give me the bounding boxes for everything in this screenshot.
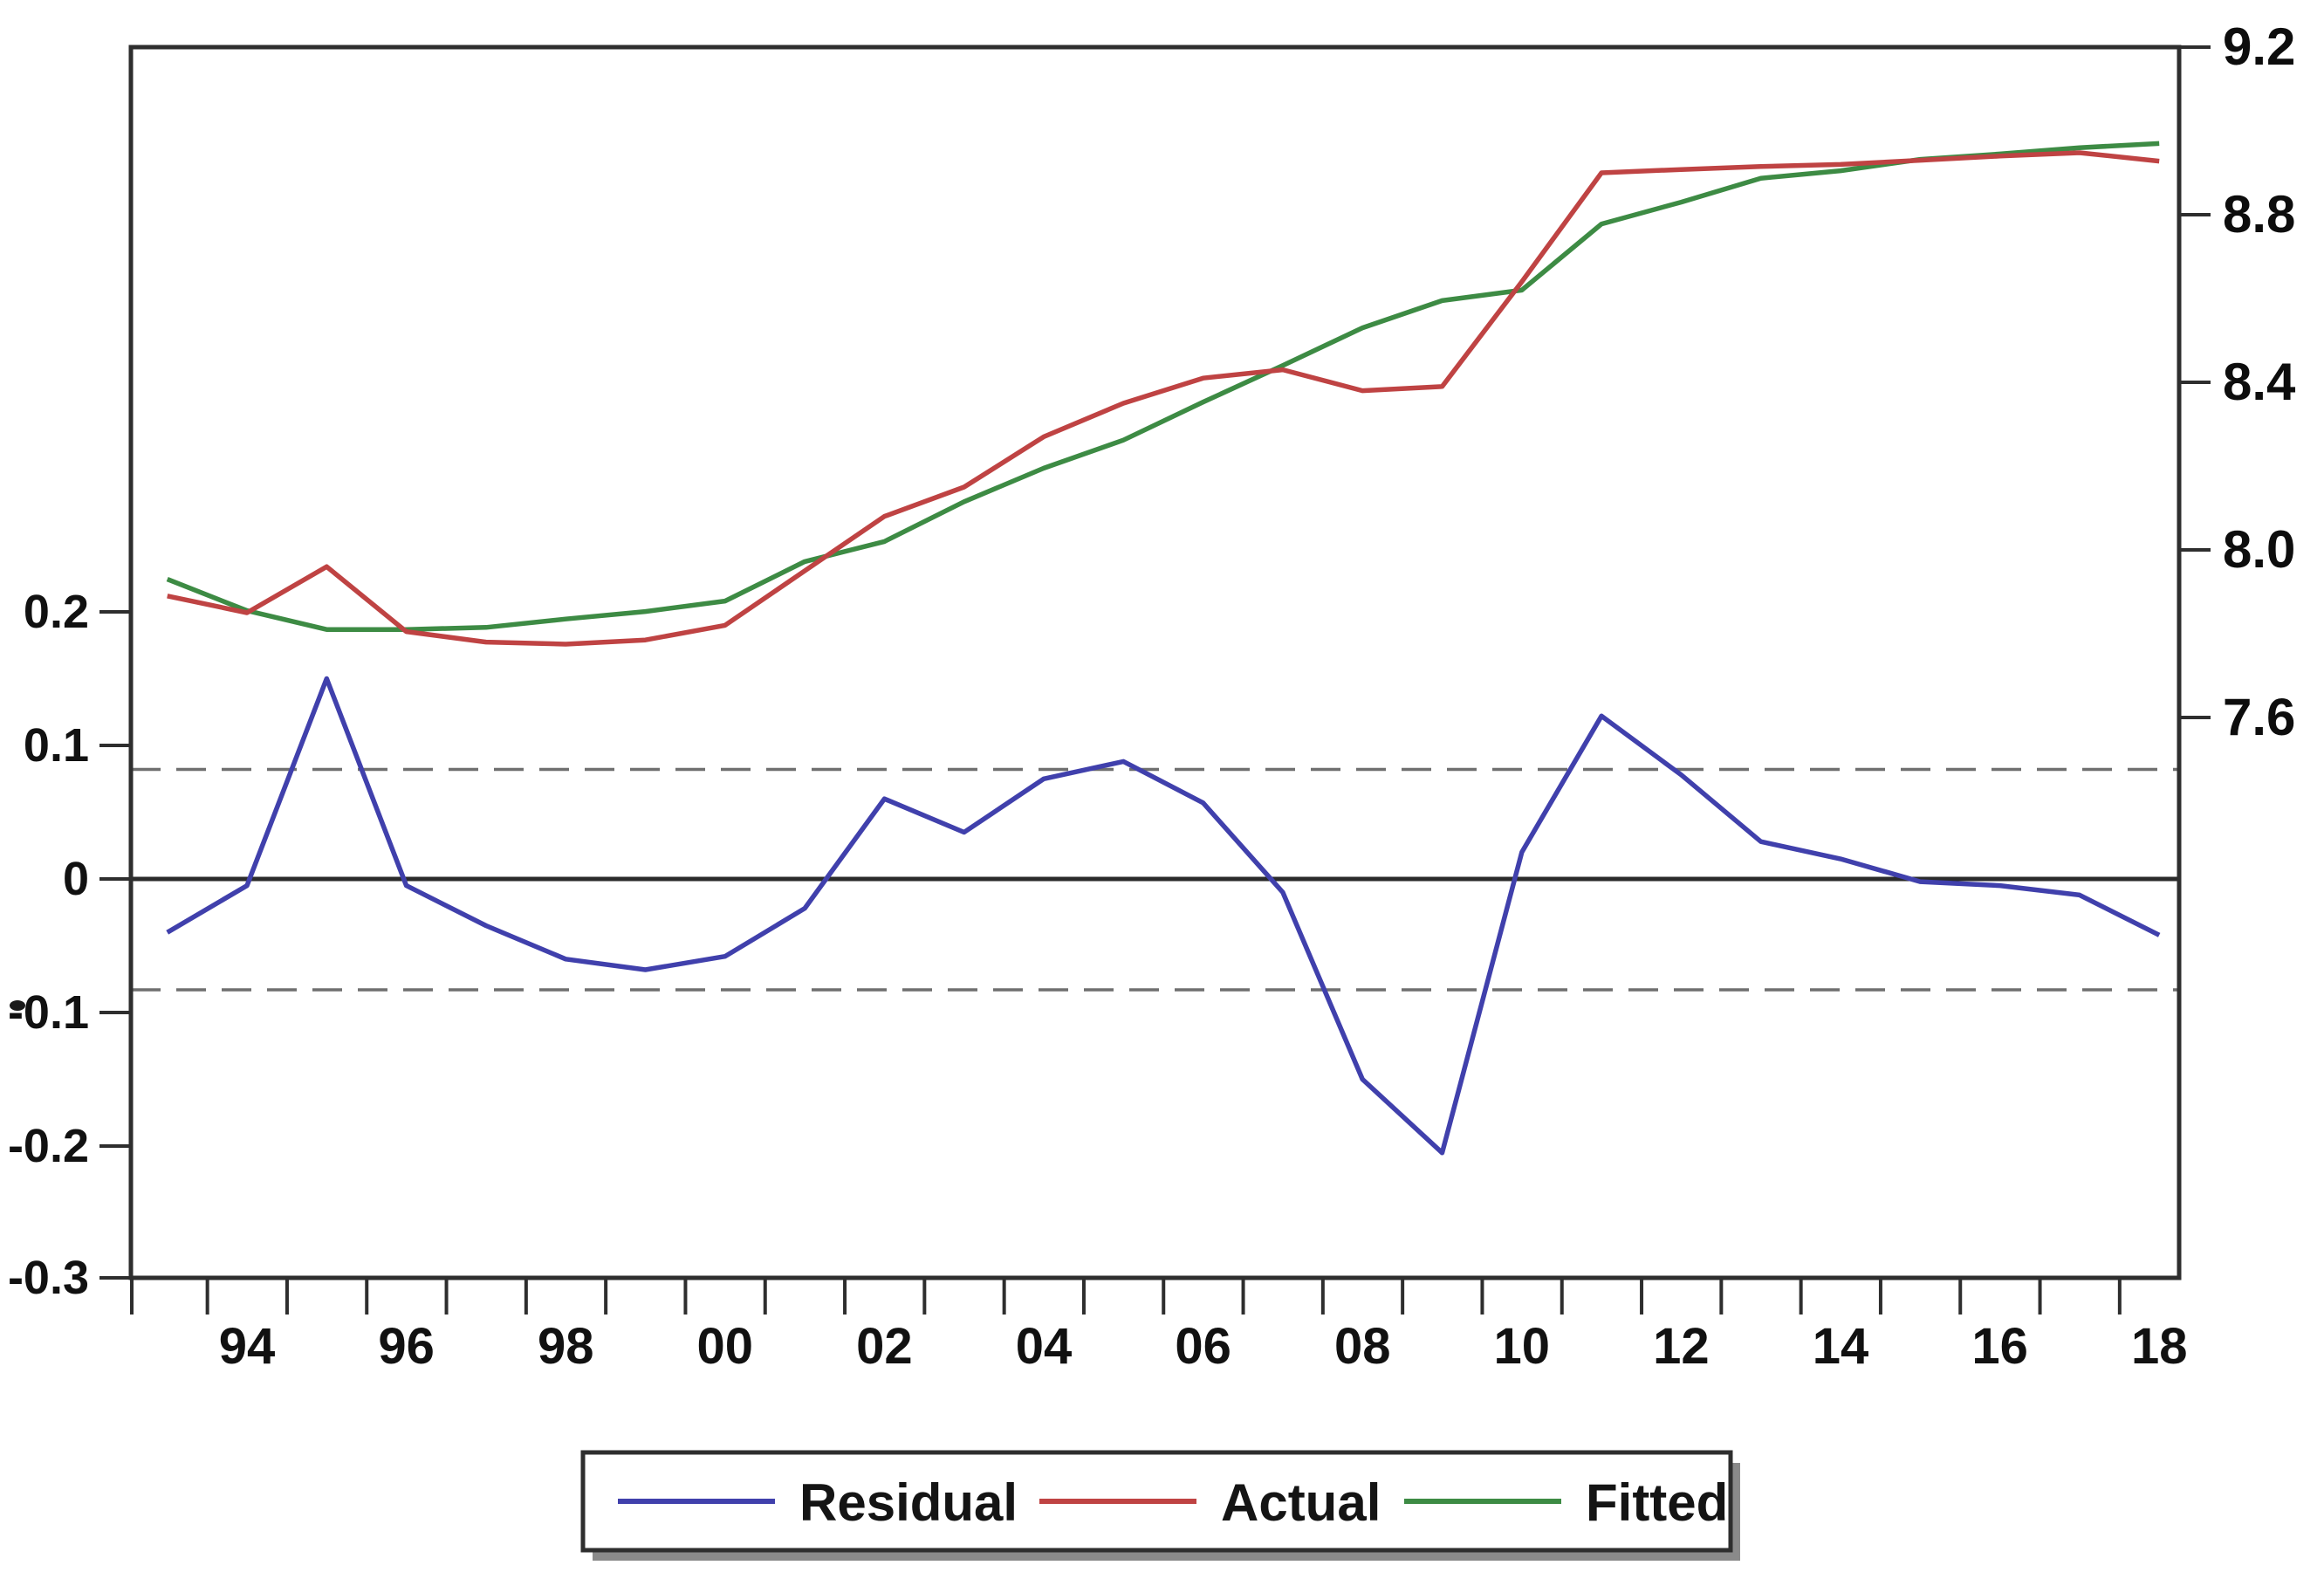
legend-label-fitted: Fitted (1586, 1473, 1728, 1532)
x-axis-tick-label: 16 (1971, 1318, 2028, 1375)
x-axis-tick-label: 10 (1494, 1318, 1551, 1375)
right-axis-tick-label: 8.4 (2223, 353, 2296, 411)
x-axis-ticks: 94 96 98 00 02 04 06 08 10 12 14 16 18 (130, 1278, 2188, 1375)
x-axis-tick-label: 18 (2131, 1318, 2188, 1375)
residual-line (166, 676, 2161, 1156)
x-axis-tick-label: 04 (1016, 1318, 1073, 1375)
stray-mark (10, 1000, 25, 1011)
x-axis-tick-label: 94 (219, 1318, 276, 1375)
series-lines (166, 141, 2161, 1156)
legend-label-residual: Residual (799, 1473, 1018, 1532)
legend: Residual Actual Fitted (580, 1450, 1740, 1561)
legend-label-actual: Actual (1221, 1473, 1381, 1532)
reference-lines (131, 767, 2179, 992)
x-axis-tick-label: 00 (697, 1318, 754, 1375)
left-axis-tick-label: 0 (63, 853, 89, 905)
actual-line (167, 150, 2160, 647)
left-axis-tick-label: 0.2 (24, 586, 89, 638)
left-axis-tick-label: -0.3 (8, 1252, 89, 1304)
plot-area (131, 47, 2179, 1278)
right-axis-tick-label: 8.8 (2223, 185, 2295, 244)
x-axis-tick-label: 02 (856, 1318, 913, 1375)
x-axis-tick-label: 96 (378, 1318, 435, 1375)
left-axis-tick-label: 0.1 (24, 719, 89, 772)
right-axis-tick-label: 8.0 (2223, 520, 2295, 579)
left-axis-tick-label: -0.2 (8, 1120, 89, 1172)
right-axis-ticks: 9.2 8.8 8.4 8.0 7.6 (2179, 17, 2296, 746)
x-axis-tick-label: 12 (1653, 1318, 1710, 1375)
plot-border (128, 45, 2182, 1280)
fitted-line (166, 141, 2160, 632)
x-axis-tick-label: 06 (1175, 1318, 1231, 1375)
x-axis-tick-label: 98 (538, 1318, 594, 1375)
left-axis-ticks: 0.2 0.1 0 -0.1 -0.2 -0.3 (8, 586, 131, 1304)
x-axis-tick-label: 08 (1334, 1318, 1391, 1375)
right-axis-tick-label: 7.6 (2223, 688, 2295, 746)
x-axis-tick-label: 14 (1813, 1318, 1869, 1375)
right-axis-tick-label: 9.2 (2223, 17, 2295, 76)
left-axis-tick-label: -0.1 (8, 986, 89, 1039)
